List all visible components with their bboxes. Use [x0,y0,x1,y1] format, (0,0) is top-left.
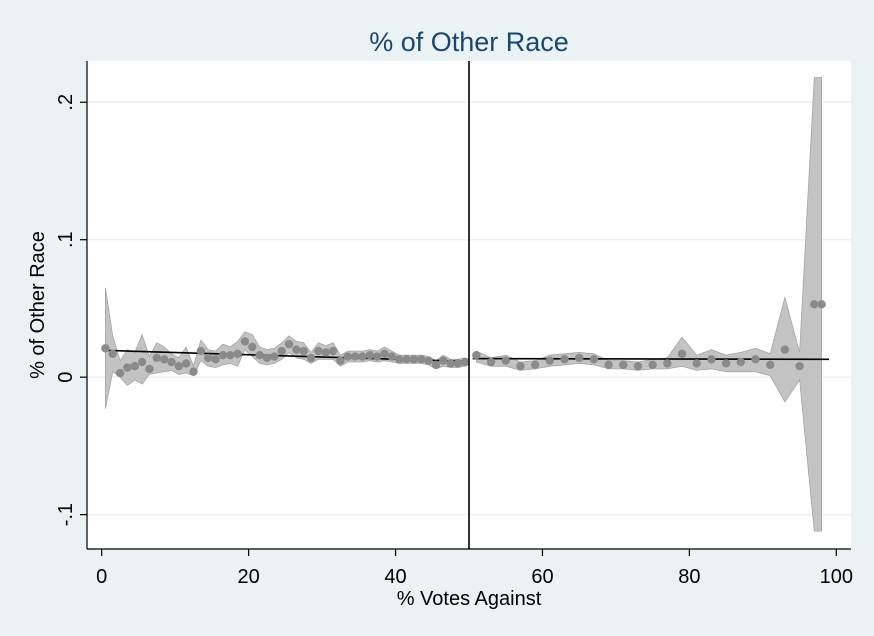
data-point [284,339,294,349]
data-point [402,355,411,364]
y-tick-label: -.1 [55,503,77,526]
data-point [262,353,272,363]
chart-title: % of Other Race [369,27,569,57]
data-point [358,352,367,361]
data-point [314,346,323,356]
data-point [453,359,463,368]
data-point [589,355,599,364]
x-axis-title: % Votes Against [397,588,542,610]
data-point [677,349,687,358]
data-point [417,355,426,364]
data-point [817,300,826,309]
data-point [196,346,206,356]
data-point [461,357,470,367]
data-point [174,361,184,371]
y-tick-label: .1 [55,231,77,248]
data-point [446,359,455,368]
x-tick-label: 80 [678,566,700,588]
data-point [439,356,448,365]
fit-line-right [472,357,829,361]
data-point [101,344,110,353]
y-axis-title: % of Other Race [27,231,49,379]
data-point [707,355,716,364]
data-point [365,350,375,360]
data-point [270,352,279,361]
data-point [123,363,132,372]
data-point [152,353,161,363]
data-point [486,357,496,367]
data-point [240,337,250,346]
data-point [167,357,176,367]
data-point [159,355,169,364]
data-point [248,342,257,352]
data-point [306,353,316,363]
ci-band-right [475,77,822,532]
data-point [472,350,481,360]
data-point [292,345,301,354]
data-point [431,360,441,369]
data-point [751,355,760,364]
data-point [765,360,775,369]
data-point [277,346,286,356]
data-point [189,367,198,376]
data-point [211,355,220,364]
data-point [395,355,404,364]
data-point [115,368,125,378]
data-point [204,353,213,363]
data-point [692,359,701,368]
data-point [181,359,191,368]
data-point [424,356,433,365]
x-tick-label: 60 [531,566,553,588]
data-point [409,355,419,364]
data-point [619,360,628,369]
data-point [255,350,264,360]
data-point [736,357,746,367]
y-tick-label: .2 [55,94,77,111]
data-point [604,360,613,369]
data-points [101,300,826,378]
data-point [336,356,345,365]
data-point [560,355,569,364]
axes: 0 20 40 60 80 100 -.1 0 .1 .2 [55,61,853,588]
data-point [530,360,540,369]
data-point [387,352,397,361]
x-tick-label: 20 [237,566,259,588]
data-point [108,349,117,358]
y-tick-label: 0 [55,372,77,383]
data-point [233,349,242,358]
data-point [372,352,382,361]
data-point [299,346,308,356]
data-point [343,352,352,361]
data-point [721,359,731,368]
data-point [130,361,139,371]
data-point [663,359,672,368]
data-point [501,356,510,365]
data-point [810,300,819,309]
data-point [321,348,330,357]
data-point [545,356,555,365]
data-point [380,349,389,358]
data-point [574,353,584,363]
data-point [145,364,154,374]
x-tick-label: 40 [384,566,406,588]
x-tick-label: 100 [820,566,853,588]
data-point [137,357,147,367]
data-point [795,361,804,371]
data-point [218,350,228,360]
data-point [350,352,360,361]
data-point [780,345,790,354]
data-point [226,350,235,360]
data-point [633,361,643,371]
data-point [648,360,657,369]
x-tick-label: 0 [96,566,107,588]
data-point [328,346,338,356]
data-point [516,361,525,371]
